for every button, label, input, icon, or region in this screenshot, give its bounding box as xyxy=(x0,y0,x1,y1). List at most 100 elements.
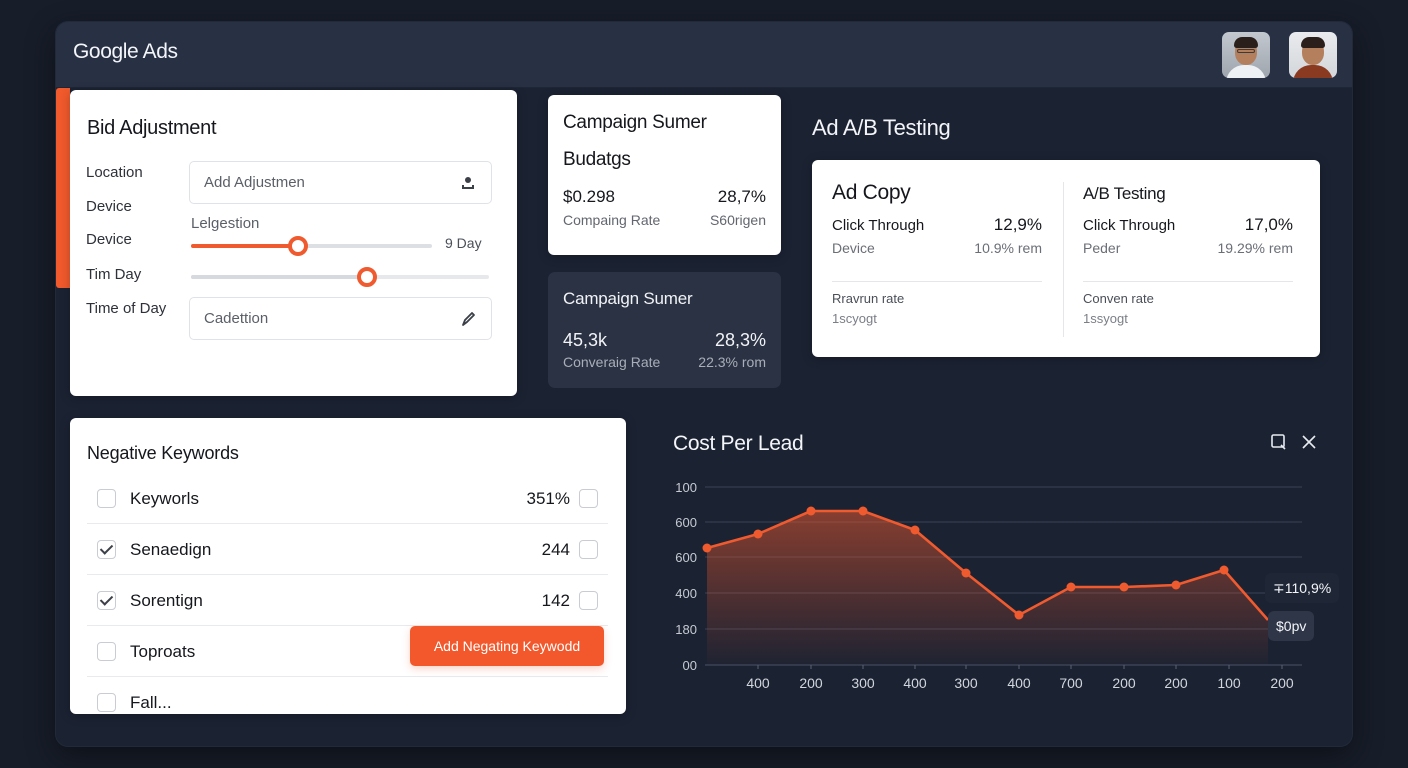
close-icon[interactable] xyxy=(1299,432,1319,452)
slider-value: 9 Day xyxy=(445,235,482,251)
ab-testing-card: Ad Copy Click Through 12,9% Device 10.9%… xyxy=(812,160,1320,357)
metric-label: Click Through xyxy=(1083,217,1176,234)
sub-value: 19.29% rem xyxy=(1217,240,1293,256)
row-checkbox-right[interactable] xyxy=(579,540,598,559)
app-title: Google Ads xyxy=(73,40,178,63)
slider-thumb[interactable] xyxy=(288,236,308,256)
metric-value: 12,9% xyxy=(993,215,1042,234)
slider-thumb[interactable] xyxy=(357,267,377,287)
avatar-hair xyxy=(1234,37,1258,48)
keyword-value: 351% xyxy=(526,489,570,508)
ab-testing-column: A/B Testing Click Through 17,0% Peder 19… xyxy=(1083,160,1293,357)
campaign-subtitle: Budatgs xyxy=(563,149,631,170)
condition-value: Cadettion xyxy=(204,310,269,327)
y-tick: 00 xyxy=(682,658,697,673)
avatar-hair xyxy=(1301,37,1325,48)
campaign-summary-dark-card[interactable]: Campaign Sumer 45,3k 28,3% Converaig Rat… xyxy=(548,272,781,388)
user-avatar-1[interactable] xyxy=(1222,32,1270,78)
conversion-label: Converaig Rate xyxy=(563,354,661,370)
row-checkbox-right[interactable] xyxy=(579,489,598,508)
row-checkbox[interactable] xyxy=(97,642,116,661)
add-adjustment-input[interactable]: Add Adjustmen xyxy=(189,161,492,204)
metric-label: Click Through xyxy=(832,217,925,234)
keyword-row[interactable]: Fall... xyxy=(87,677,608,714)
rate-label: S60rigen xyxy=(709,212,766,228)
bid-slider-2[interactable] xyxy=(191,267,489,287)
add-adjustment-value: Add Adjustmen xyxy=(204,174,305,191)
column-heading: Ad Copy xyxy=(832,181,911,204)
slider-fill xyxy=(191,275,367,279)
avatar-glasses xyxy=(1237,49,1255,53)
y-tick: 600 xyxy=(675,515,697,530)
keyword-name: Fall... xyxy=(130,693,172,712)
label-device: Device xyxy=(86,198,132,215)
bid-adjustment-card: Bid Adjustment Location Device Device Ti… xyxy=(70,90,517,396)
x-tick: 200 xyxy=(1270,675,1294,691)
row-checkbox-right[interactable] xyxy=(579,591,598,610)
keyword-value: 142 xyxy=(541,591,570,610)
campaign-title: Campaign Sumer xyxy=(563,289,693,308)
keyword-name: Keyworls xyxy=(130,489,199,508)
x-tick: 400 xyxy=(746,675,770,691)
metric-value: 17,0% xyxy=(1244,215,1293,234)
x-tick: 200 xyxy=(799,675,823,691)
campaign-summary-card[interactable]: Campaign Sumer Budatgs $0.298 28,7% Comp… xyxy=(548,95,781,255)
conversion-rate-label: 22.3% rom xyxy=(698,354,766,370)
budget-value: $0.298 xyxy=(563,187,615,206)
row-label: Rravrun rate xyxy=(832,291,905,306)
x-tick: 400 xyxy=(1007,675,1031,691)
slider-fill xyxy=(191,244,298,248)
user-upload-icon[interactable] xyxy=(459,174,477,192)
chart-tooltip-change: ∓110,9% xyxy=(1265,573,1340,603)
y-tick: 100 xyxy=(675,480,697,495)
user-avatar-2[interactable] xyxy=(1289,32,1337,78)
row-checkbox[interactable] xyxy=(97,693,116,712)
x-tick: 200 xyxy=(1112,675,1136,691)
row-checkbox[interactable] xyxy=(97,591,116,610)
x-tick: 700 xyxy=(1059,675,1083,691)
label-time-day: Tim Day xyxy=(86,266,142,283)
keyword-row[interactable]: Senaedign 244 xyxy=(87,524,608,575)
rate-value: 28,7% xyxy=(717,187,766,206)
chart-tooltip-value: $0pv xyxy=(1268,611,1315,641)
y-tick: 180 xyxy=(675,622,697,637)
row-value: 1ssyogt xyxy=(1083,311,1128,326)
y-tick: 600 xyxy=(675,550,697,565)
sub-value: 10.9% rem xyxy=(974,240,1042,256)
conversions-value: 45,3k xyxy=(563,330,608,350)
x-tick: 300 xyxy=(954,675,978,691)
label-time-of-day: Time of Day xyxy=(86,300,167,317)
chart-title: Cost Per Lead xyxy=(673,432,804,455)
column-divider xyxy=(1063,182,1064,337)
budget-label: Compaing Rate xyxy=(563,212,661,228)
y-tick: 400 xyxy=(675,586,697,601)
keyword-name: Sorentign xyxy=(130,591,203,610)
avatar-body xyxy=(1293,65,1333,78)
bid-adjustment-title: Bid Adjustment xyxy=(87,117,217,139)
row-checkbox[interactable] xyxy=(97,540,116,559)
top-bar: Google Ads xyxy=(56,22,1352,88)
keyword-name: Toproats xyxy=(130,642,196,661)
active-accent-bar xyxy=(56,88,70,288)
keyword-row[interactable]: Keyworls 351% xyxy=(87,473,608,524)
ad-copy-column: Ad Copy Click Through 12,9% Device 10.9%… xyxy=(832,160,1042,357)
row-checkbox[interactable] xyxy=(97,489,116,508)
row-value: 1scyogt xyxy=(832,311,877,326)
keyword-row[interactable]: Sorentign 142 xyxy=(87,575,608,626)
avatar-body xyxy=(1226,65,1266,78)
x-tick: 400 xyxy=(903,675,927,691)
search-square-icon[interactable] xyxy=(1269,432,1289,452)
bid-slider-1[interactable] xyxy=(191,236,432,256)
negative-keywords-card: Negative Keywords Keyworls 351% Senaedig… xyxy=(70,418,626,714)
conversion-rate-value: 28,3% xyxy=(714,330,766,350)
condition-input[interactable]: Cadettion xyxy=(189,297,492,340)
cost-per-lead-chart xyxy=(702,486,1302,669)
add-negative-keyword-button[interactable]: Add Negating Keywodd xyxy=(410,626,604,666)
slider-label: Lelgestion xyxy=(191,215,260,232)
keyword-row[interactable]: Toproats xyxy=(87,626,608,677)
sub-label: Device xyxy=(832,240,875,256)
sub-label: Peder xyxy=(1083,240,1121,256)
label-device-2: Device xyxy=(86,231,132,248)
edit-pen-icon[interactable] xyxy=(459,310,477,328)
divider xyxy=(832,281,1042,282)
